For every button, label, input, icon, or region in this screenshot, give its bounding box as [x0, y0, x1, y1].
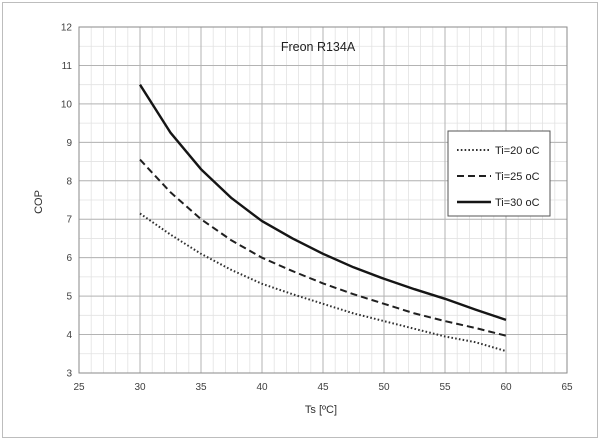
series-line [139, 212, 507, 353]
y-tick-label: 10 [61, 99, 73, 110]
y-tick-label: 6 [66, 253, 72, 264]
x-tick-label: 65 [561, 382, 573, 393]
x-tick-label: 25 [73, 382, 85, 393]
x-tick-label: 35 [195, 382, 207, 393]
x-axis-title: Ts [ºC] [305, 404, 337, 416]
x-tick-label: 45 [317, 382, 329, 393]
y-tick-label: 8 [66, 176, 72, 187]
legend-label: Ti=20 oC [495, 145, 540, 157]
legend: Ti=20 oC Ti=25 oC Ti=30 oC [447, 130, 551, 217]
plot-area-border [78, 26, 568, 374]
x-tick-label: 30 [134, 382, 146, 393]
y-axis-ticks: 3 4 5 6 7 8 9 10 11 12 [61, 23, 73, 380]
series-line [138, 84, 507, 322]
y-tick-label: 12 [61, 23, 73, 34]
y-tick-label: 5 [66, 292, 72, 303]
x-tick-label: 60 [500, 382, 512, 393]
chart-title: Freon R134A [281, 40, 356, 54]
x-tick-label: 40 [256, 382, 268, 393]
legend-label: Ti=25 oC [495, 171, 540, 183]
y-tick-label: 9 [66, 138, 72, 149]
legend-label: Ti=30 oC [495, 197, 540, 209]
x-tick-label: 55 [439, 382, 451, 393]
y-tick-label: 11 [62, 61, 73, 72]
y-tick-label: 3 [66, 369, 72, 380]
series-line [139, 158, 507, 337]
series-lines [138, 84, 507, 353]
y-axis-title: COP [33, 190, 45, 214]
y-tick-label: 7 [66, 215, 72, 226]
x-tick-label: 50 [378, 382, 390, 393]
y-tick-label: 4 [66, 330, 72, 341]
x-axis-ticks: 25 30 35 40 45 50 55 60 65 [73, 382, 573, 393]
